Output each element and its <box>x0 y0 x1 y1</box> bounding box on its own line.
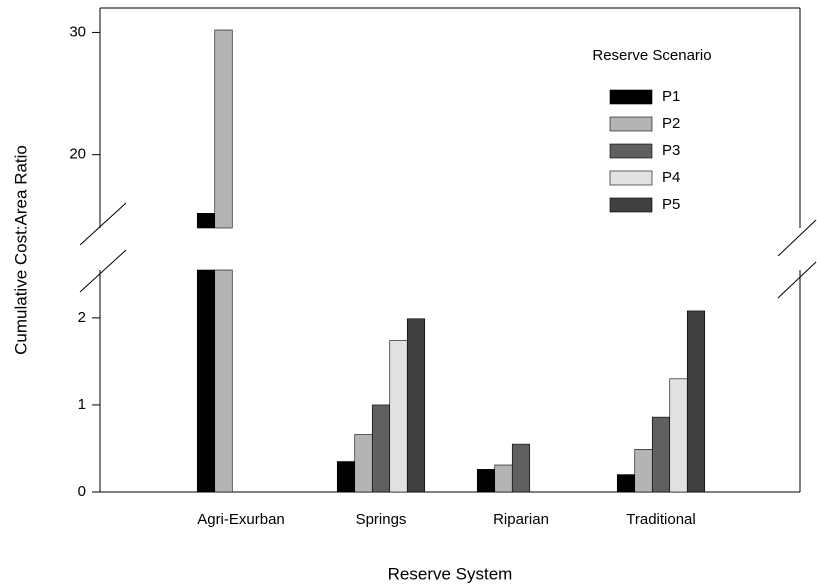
bar <box>686 310 706 493</box>
legend-swatch <box>609 197 653 213</box>
bar <box>669 378 688 493</box>
bar <box>371 404 391 493</box>
y-axis-label: Cumulative Cost:Area Ratio <box>11 145 30 355</box>
x-tick-label: Riparian <box>493 511 549 528</box>
legend-swatch <box>609 89 653 105</box>
legend-label: P3 <box>662 142 680 159</box>
y-tick-label: 1 <box>78 396 86 413</box>
bar <box>214 269 233 493</box>
bar <box>511 443 531 493</box>
bar <box>651 416 671 493</box>
axis-break <box>777 219 817 257</box>
x-tick-label: Traditional <box>626 511 695 528</box>
legend-title: Reserve Scenario <box>592 47 711 64</box>
bar <box>616 474 636 493</box>
bar <box>406 318 426 493</box>
y-tick-label: 30 <box>69 23 86 40</box>
bar <box>389 340 408 493</box>
bar <box>634 449 653 493</box>
legend-swatch <box>609 170 653 186</box>
bar <box>196 213 216 229</box>
x-axis-label: Reserve System <box>388 564 513 583</box>
axis-break <box>79 249 127 293</box>
bar <box>214 29 233 229</box>
bar <box>336 461 356 493</box>
legend-label: P4 <box>662 169 680 186</box>
legend-label: P2 <box>662 115 680 132</box>
x-tick-label: Agri-Exurban <box>197 511 285 528</box>
legend-label: P5 <box>662 196 680 213</box>
legend-swatch <box>609 116 653 132</box>
y-tick-label: 0 <box>78 483 86 500</box>
y-tick-label: 2 <box>78 309 86 326</box>
y-tick-label: 20 <box>69 146 86 163</box>
bar <box>494 464 513 493</box>
legend-swatch <box>609 143 653 159</box>
legend-label: P1 <box>662 88 680 105</box>
bar <box>476 469 496 493</box>
bar <box>354 434 373 493</box>
axis-break <box>79 202 127 246</box>
axis-break <box>777 261 817 299</box>
bar <box>196 269 216 493</box>
x-tick-label: Springs <box>356 511 407 528</box>
